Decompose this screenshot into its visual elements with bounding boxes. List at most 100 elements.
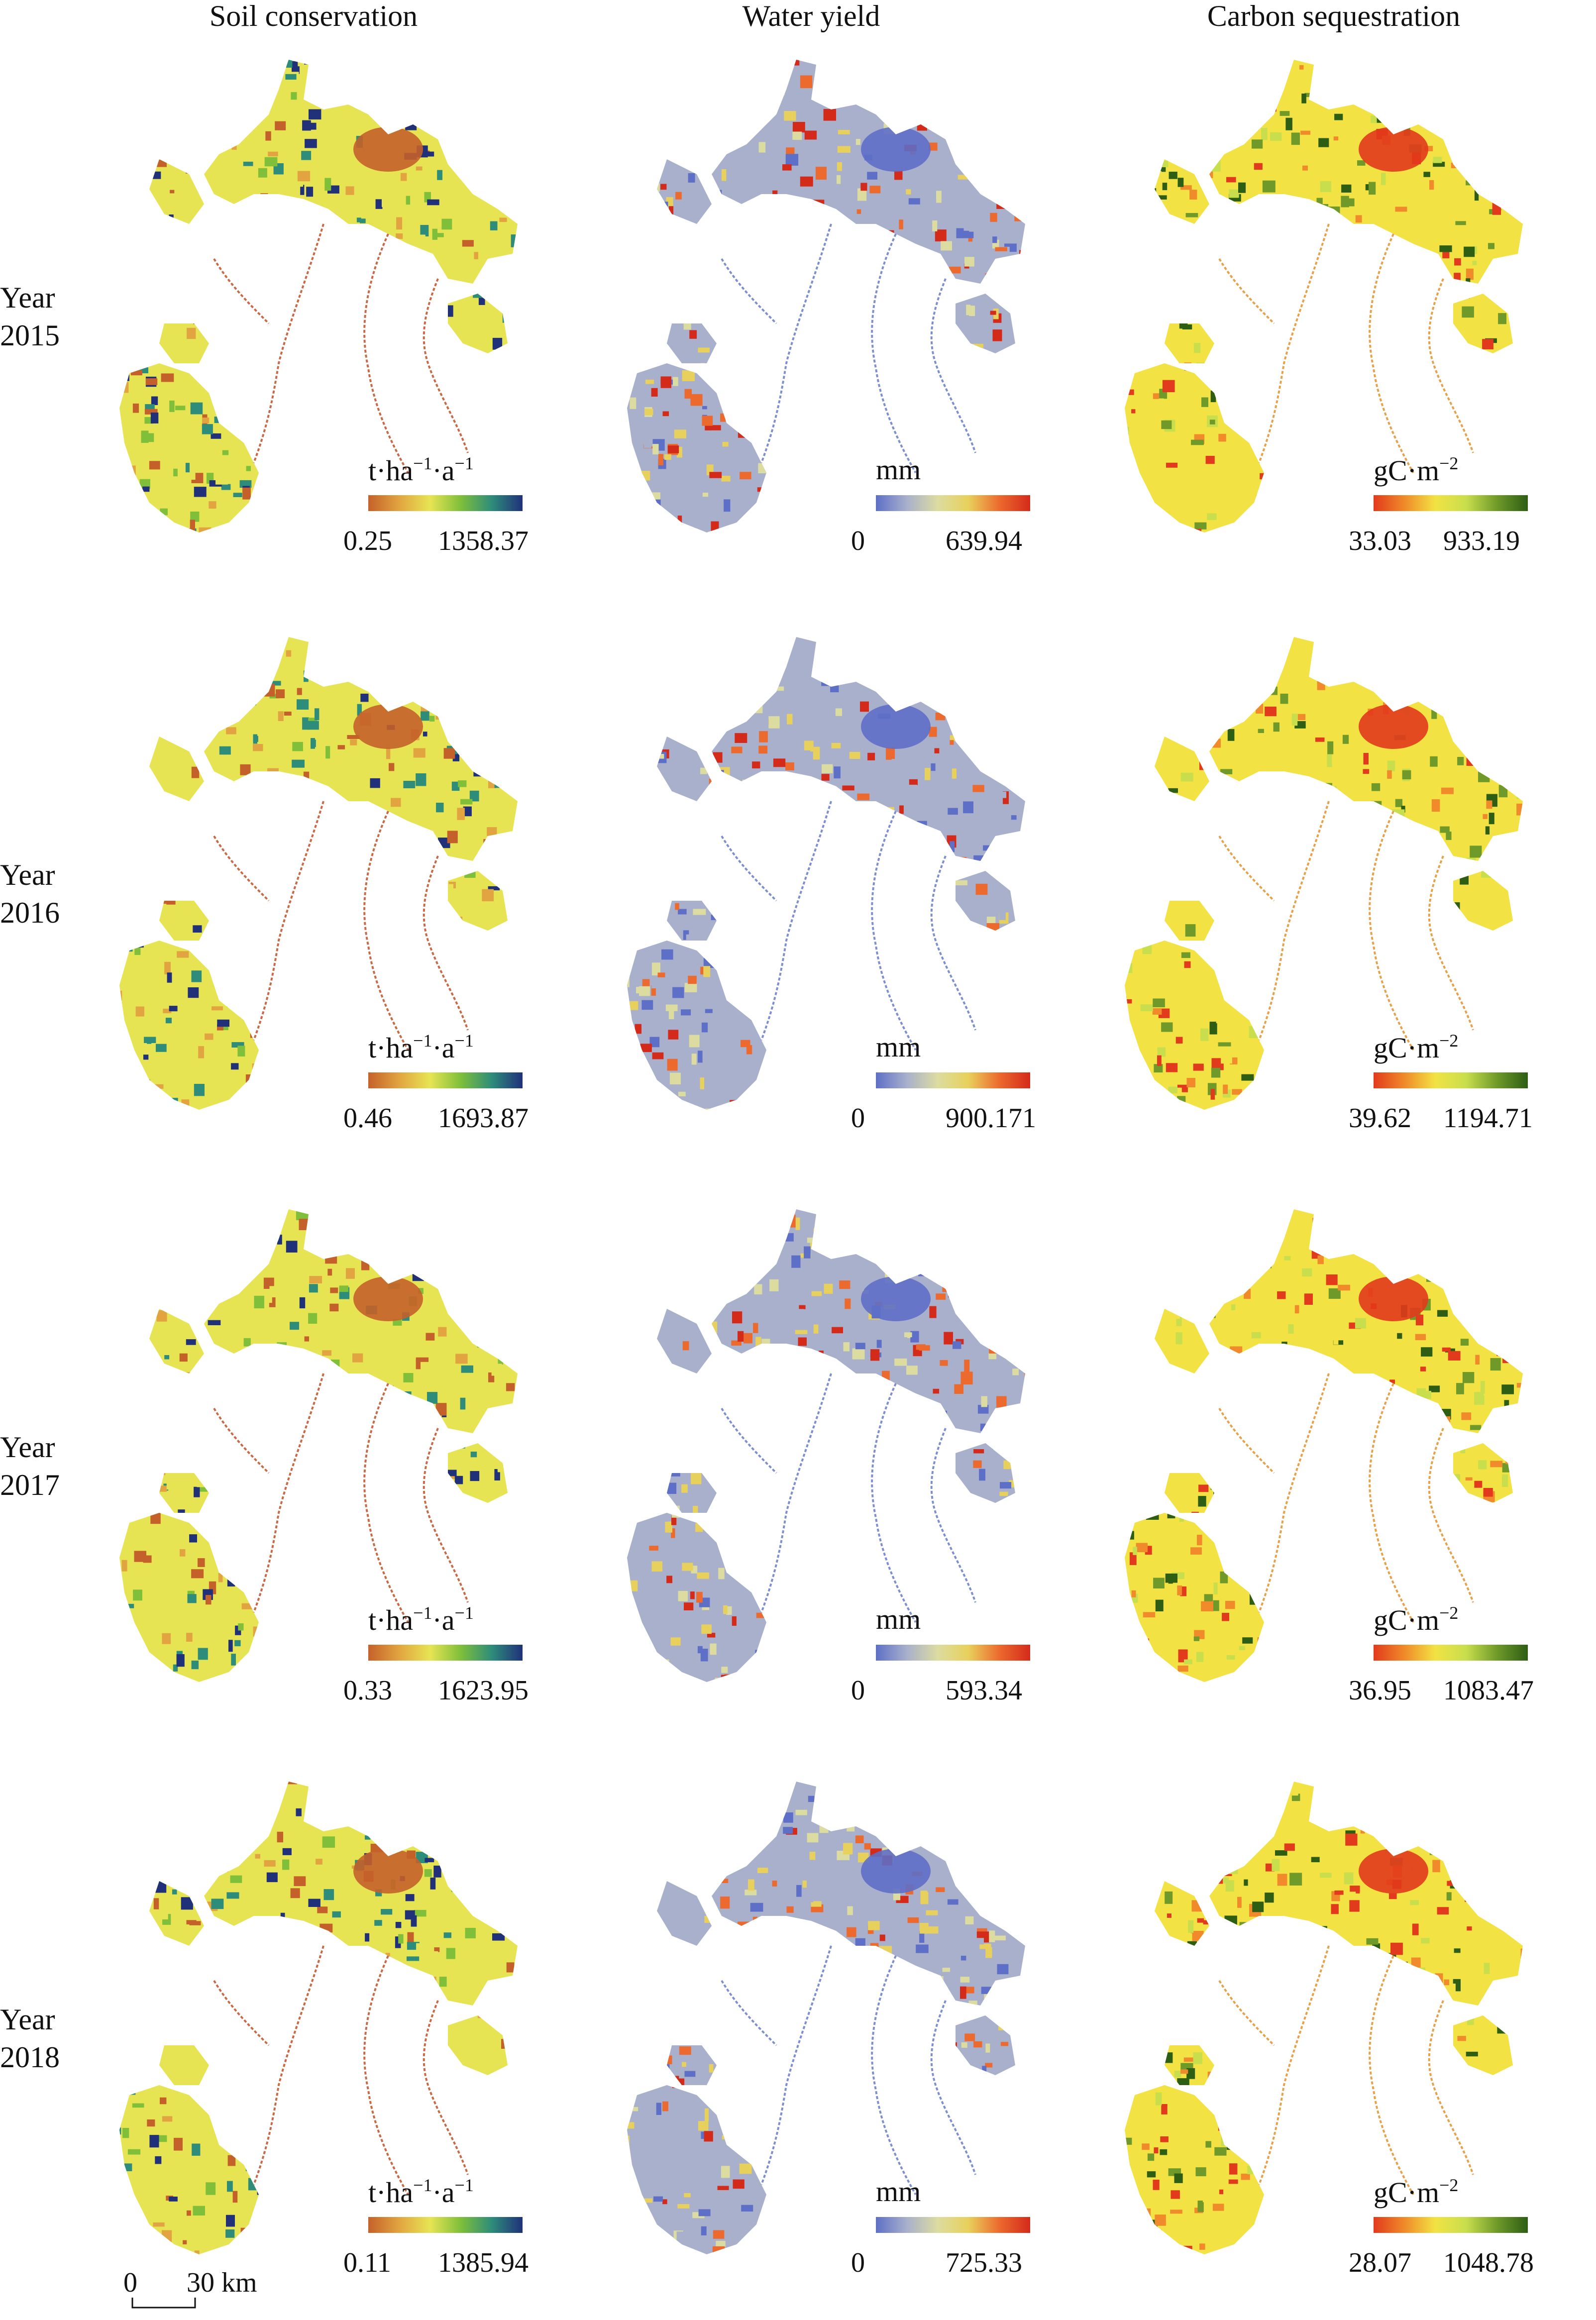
legend-unit-label: mm	[876, 1031, 921, 1063]
river-line	[760, 1373, 832, 1613]
column-title-carbon-sequestration: Carbon sequestration	[1207, 0, 1461, 32]
row-label-2015: Year 2015	[0, 281, 60, 352]
column-title-water-yield: Water yield	[742, 0, 880, 32]
scale-bar-start-label: 0	[123, 2267, 137, 2298]
river-line	[423, 855, 469, 1031]
river-line	[253, 223, 324, 463]
river-line	[871, 1383, 917, 1623]
river-line	[1258, 801, 1330, 1041]
map-panel-carbon-sequestration-2016: gC·m−2 39.62 1194.71	[1095, 622, 1553, 1164]
region-fill	[1125, 1782, 1523, 2254]
river-line	[363, 1383, 409, 1623]
river-line	[1428, 278, 1474, 453]
river-line	[1258, 1945, 1330, 2185]
river-line	[930, 1428, 976, 1603]
region-fill	[1125, 637, 1523, 1110]
legend-min-label: 0.11	[343, 2247, 391, 2278]
map-raster	[119, 1209, 518, 1682]
river-line	[1369, 233, 1414, 473]
map-panel-soil-conservation-2018: t·ha−1·a−1 0.11 1385.94	[90, 1767, 547, 2309]
river-line	[721, 835, 777, 902]
map-raster	[1125, 60, 1523, 532]
region-fill	[627, 637, 1025, 1110]
legend-min-label: 39.62	[1349, 1103, 1411, 1134]
map-raster	[627, 1209, 1025, 1682]
legend-unit-label: t·ha−1·a−1	[368, 1031, 474, 1064]
river-line	[930, 855, 976, 1031]
legend-unit-label: mm	[876, 1603, 921, 1635]
legend-color-ramp	[368, 1072, 523, 1088]
legend-unit-label: t·ha−1·a−1	[368, 2175, 474, 2209]
river-line	[930, 278, 976, 453]
scale-bar: 0 30 km	[119, 2267, 328, 2317]
legend-unit-label: mm	[876, 453, 921, 486]
river-line	[1218, 1407, 1275, 1474]
legend-unit-label: mm	[876, 2175, 921, 2208]
region-fill	[119, 1209, 518, 1682]
region-fill	[119, 60, 518, 532]
map-raster	[119, 60, 518, 532]
legend-color-ramp	[876, 1645, 1030, 1661]
map-raster	[627, 637, 1025, 1110]
legend-color-ramp	[876, 495, 1030, 511]
river-line	[1369, 1955, 1414, 2195]
row-label-2016: Year 2016	[0, 858, 60, 929]
legend-min-label: 0	[851, 1675, 865, 1706]
legend-color-ramp	[1374, 1645, 1528, 1661]
legend-color-ramp	[876, 2217, 1030, 2233]
legend-unit-label: gC·m−2	[1374, 1031, 1459, 1064]
river-line	[871, 233, 917, 473]
river-line	[253, 1945, 324, 2185]
river-line	[760, 223, 832, 463]
legend-max-label: 1194.71	[1443, 1103, 1533, 1134]
legend-color-ramp	[1374, 1072, 1528, 1088]
map-raster	[627, 60, 1025, 532]
legend-min-label: 36.95	[1349, 1675, 1411, 1706]
river-line	[1218, 1980, 1275, 2046]
map-raster	[1125, 1782, 1523, 2254]
legend-max-label: 1048.78	[1443, 2247, 1534, 2278]
legend-color-ramp	[1374, 495, 1528, 511]
legend-max-label: 593.34	[946, 1675, 1022, 1706]
region-fill	[1125, 1209, 1523, 1682]
river-line	[363, 233, 409, 473]
legend-unit-label: gC·m−2	[1374, 2175, 1459, 2209]
river-line	[213, 835, 270, 902]
map-panel-soil-conservation-2017: t·ha−1·a−1 0.33 1623.95	[90, 1194, 547, 1737]
river-line	[253, 1373, 324, 1613]
river-line	[721, 1407, 777, 1474]
legend-min-label: 28.07	[1349, 2247, 1411, 2278]
river-line	[213, 1980, 270, 2046]
river-line	[1428, 855, 1474, 1031]
map-raster	[1125, 637, 1523, 1110]
map-panel-carbon-sequestration-2017: gC·m−2 36.95 1083.47	[1095, 1194, 1553, 1737]
legend-min-label: 0.25	[343, 526, 392, 556]
legend-max-label: 639.94	[946, 526, 1022, 556]
map-panel-soil-conservation-2015: t·ha−1·a−1 0.25 1358.37	[90, 45, 547, 587]
river-line	[1218, 835, 1275, 902]
map-raster	[119, 637, 518, 1110]
legend-unit-label: t·ha−1·a−1	[368, 1603, 474, 1636]
scale-bar-end-label: 30 km	[187, 2267, 257, 2298]
river-line	[363, 1955, 409, 2195]
map-panel-water-yield-2017: mm 0 593.34	[597, 1194, 1055, 1737]
river-line	[871, 1955, 917, 2195]
river-line	[213, 1407, 270, 1474]
legend-color-ramp	[368, 495, 523, 511]
river-line	[363, 811, 409, 1051]
legend-max-label: 900.171	[946, 1103, 1036, 1134]
legend-color-ramp	[1374, 2217, 1528, 2233]
region-fill	[1125, 60, 1523, 532]
legend-max-label: 1693.87	[438, 1103, 529, 1134]
legend-min-label: 0	[851, 1103, 865, 1134]
legend-unit-label: gC·m−2	[1374, 453, 1459, 487]
map-panel-soil-conservation-2016: t·ha−1·a−1 0.46 1693.87	[90, 622, 547, 1164]
river-line	[1369, 1383, 1414, 1623]
legend-max-label: 1385.94	[438, 2247, 529, 2278]
map-raster	[627, 1782, 1025, 2254]
river-line	[423, 1428, 469, 1603]
region-fill	[627, 1209, 1025, 1682]
river-line	[760, 801, 832, 1041]
river-line	[213, 258, 270, 324]
legend-color-ramp	[368, 2217, 523, 2233]
